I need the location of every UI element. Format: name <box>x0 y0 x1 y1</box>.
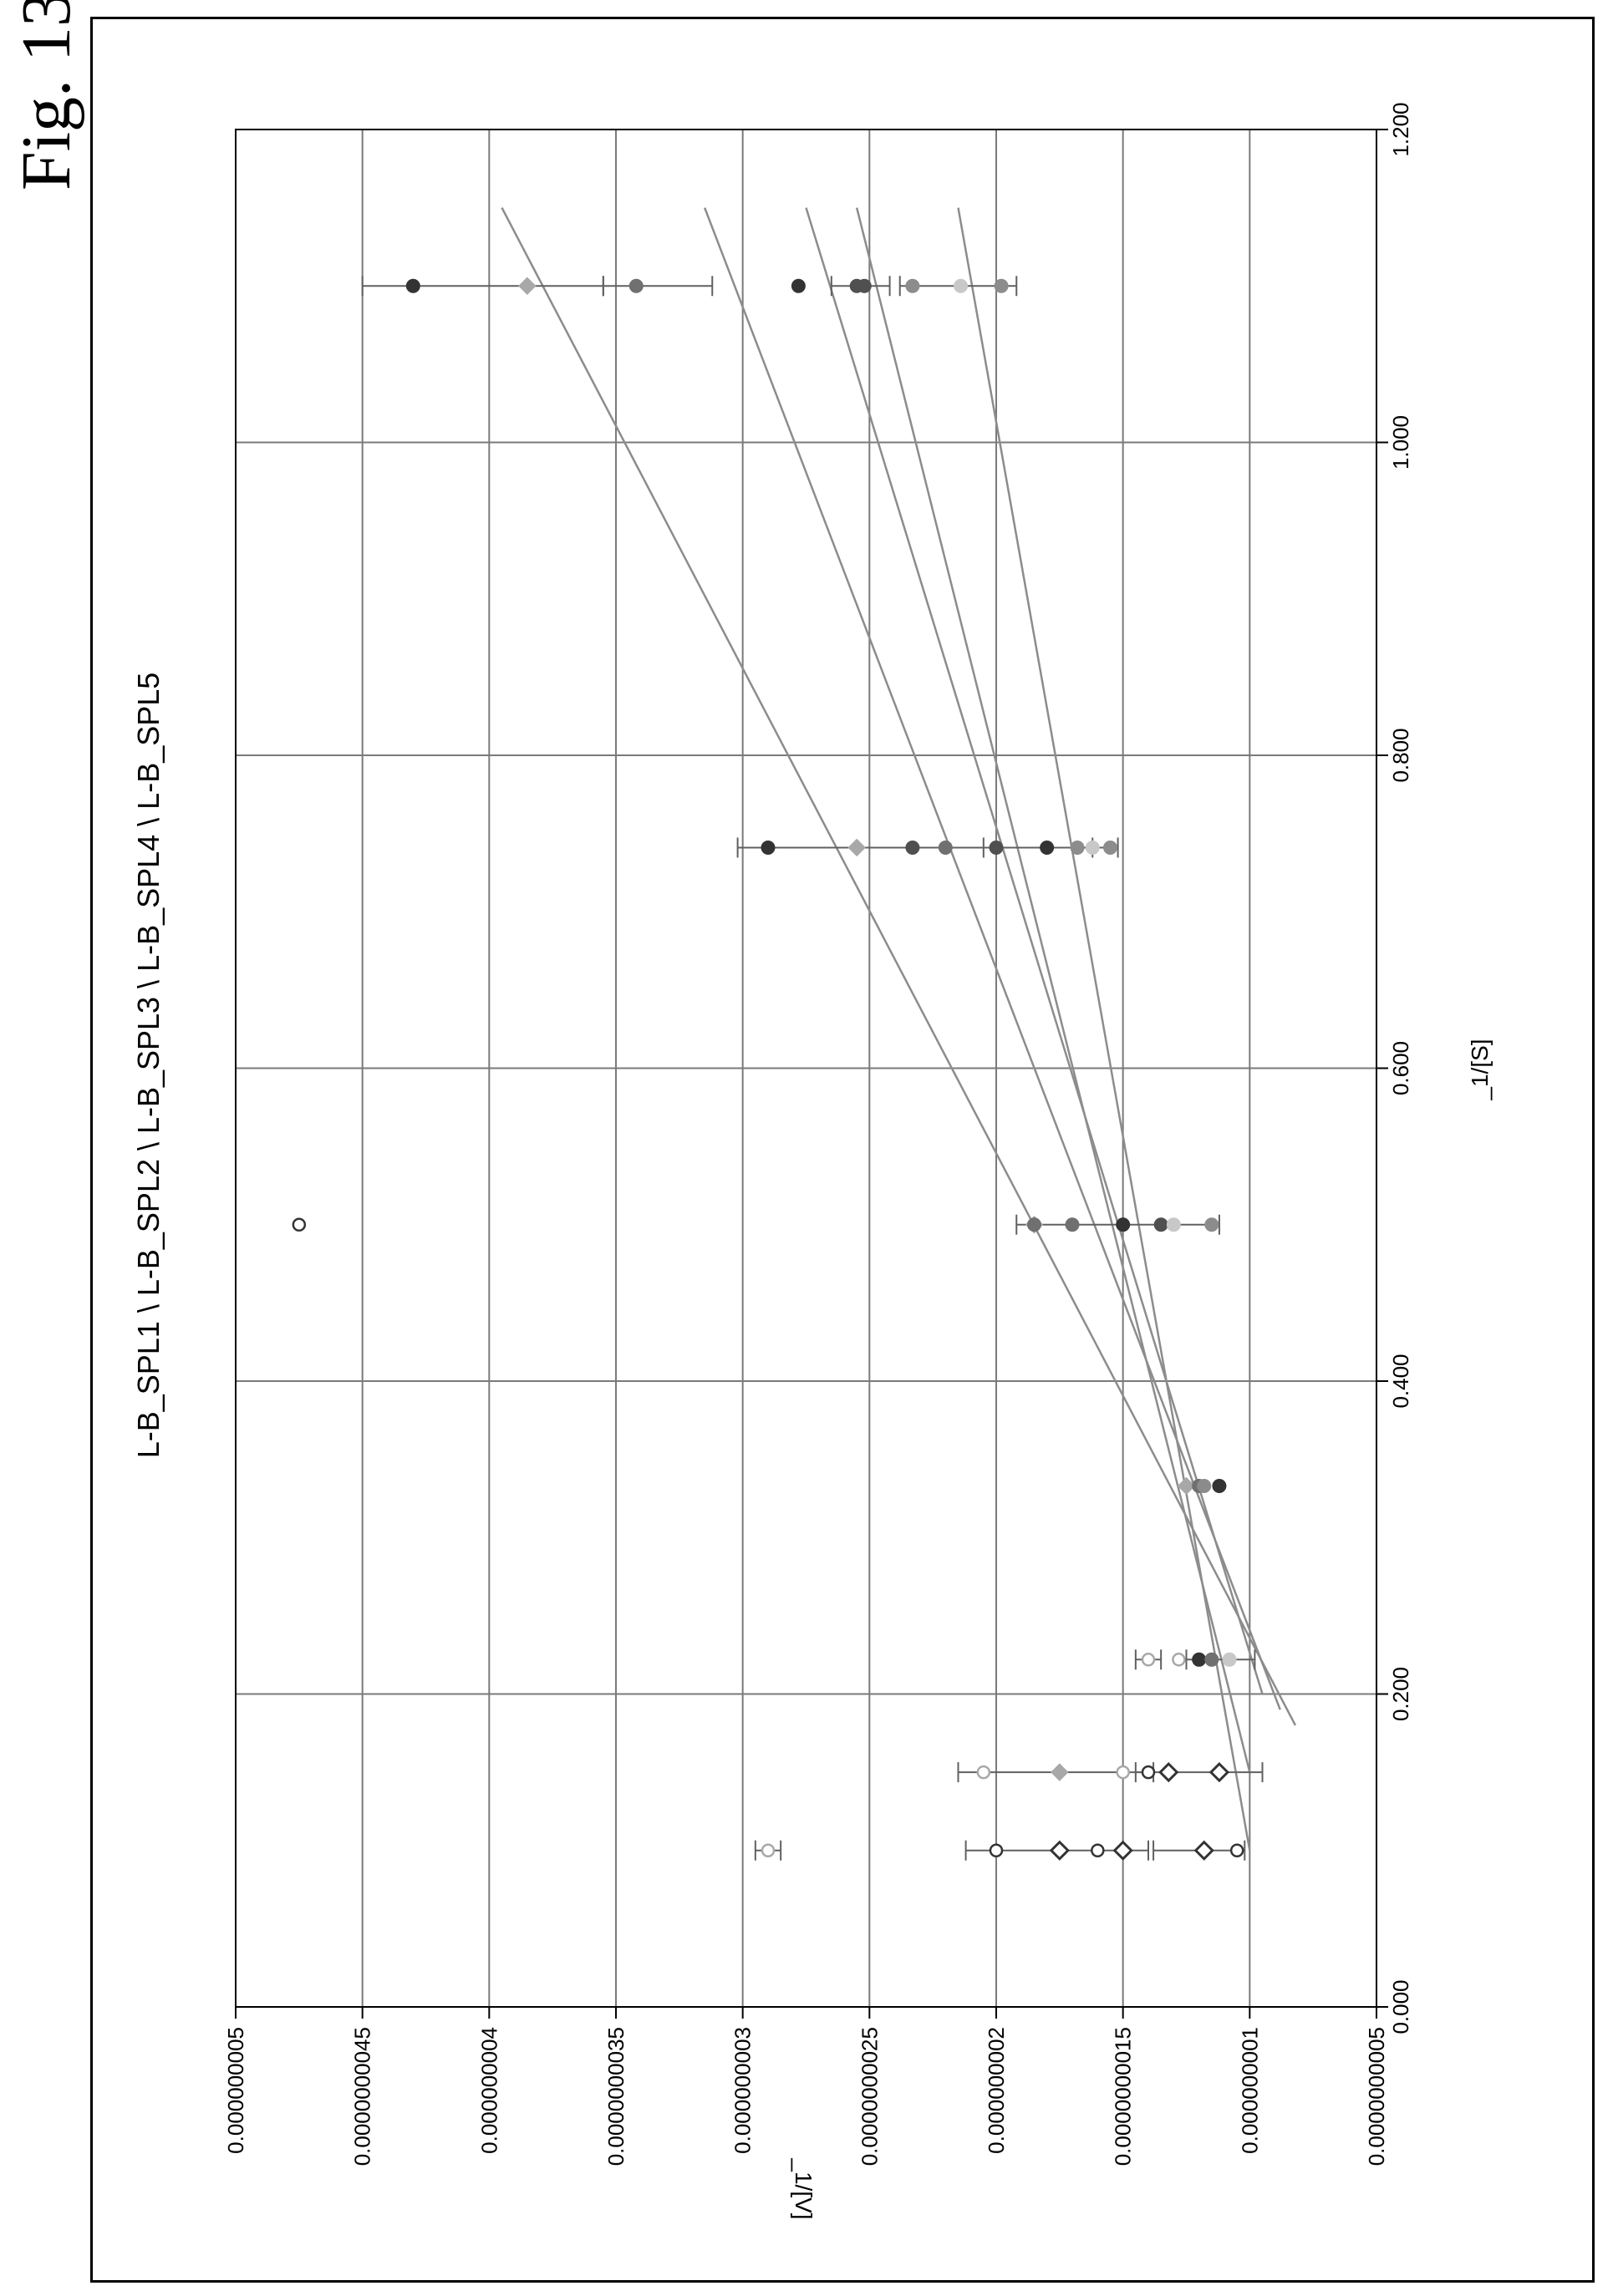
y-tick-label: 0.0000000045 <box>350 2027 375 2166</box>
data-point <box>938 840 953 855</box>
data-point <box>1103 840 1117 855</box>
chart-grid <box>235 129 1377 2008</box>
data-point <box>1197 1478 1212 1493</box>
data-point <box>761 840 776 855</box>
x-tick-label: 1.000 <box>1388 415 1413 470</box>
x-tick-label: 0.800 <box>1388 728 1413 782</box>
trendline <box>703 207 1281 1710</box>
trendline <box>501 207 1297 1726</box>
data-point <box>628 278 644 293</box>
figure-frame <box>90 17 1595 2283</box>
data-point <box>1177 1476 1196 1496</box>
data-point <box>989 1843 1004 1857</box>
data-point <box>905 278 920 293</box>
y-tick-label: 0.0000000025 <box>857 2027 882 2166</box>
y-tick-label: 0.000000001 <box>1237 2027 1262 2154</box>
x-tick-label: 1.200 <box>1388 102 1413 156</box>
data-point <box>1085 840 1100 855</box>
x-tick-label: 0.600 <box>1388 1041 1413 1095</box>
x-tick-label: 0.000 <box>1388 1979 1413 2034</box>
data-point <box>1049 1840 1070 1861</box>
data-point <box>1172 1653 1186 1667</box>
chart-axes <box>235 129 1388 2019</box>
data-point <box>1065 1217 1080 1232</box>
data-point <box>405 278 420 293</box>
trendline <box>855 207 1251 1773</box>
x-tick-label: 0.200 <box>1388 1667 1413 1721</box>
tick-labels: 0.000 0.200 0.400 0.600 0.800 1.000 1.200 0.000… <box>223 102 1413 2166</box>
data-point <box>1070 840 1085 855</box>
chart-title: L-B_SPL1 \ L-B_SPL2 \ L-B_SPL3 \ L-B_SPL… <box>131 673 165 1459</box>
data-point <box>1204 1652 1219 1667</box>
data-point <box>1208 1762 1230 1783</box>
y-tick-label: 0.000000004 <box>476 2027 501 2154</box>
y-tick-label: 0.000000002 <box>984 2027 1009 2154</box>
x-axis-title: _1/[S] <box>1467 1039 1493 1100</box>
y-tick-label: 0.000000003 <box>730 2027 756 2154</box>
data-point <box>1112 1840 1133 1861</box>
data-point <box>954 278 969 293</box>
trendline <box>805 207 1264 1694</box>
data-point <box>1027 1217 1041 1232</box>
data-point <box>292 1217 307 1232</box>
y-axis-title: _1/[V] <box>791 2157 817 2219</box>
data-point <box>1091 1843 1105 1857</box>
data-point <box>1116 1217 1131 1232</box>
data-point <box>1141 1653 1156 1667</box>
y-tick-label: 0.0000000035 <box>603 2027 628 2166</box>
data-point <box>994 278 1009 293</box>
trendline <box>957 207 1251 1851</box>
data-point <box>791 278 806 293</box>
data-point <box>1204 1217 1219 1232</box>
y-tick-label: 0.0000000005 <box>1364 2027 1389 2166</box>
x-tick-label: 0.400 <box>1388 1354 1413 1408</box>
data-point <box>1051 1763 1069 1781</box>
data-point <box>1040 840 1055 855</box>
data-point <box>1222 1652 1237 1667</box>
data-point <box>1141 1765 1156 1780</box>
data-point <box>518 277 537 295</box>
data-point <box>1116 1765 1130 1780</box>
data-point <box>1212 1478 1227 1493</box>
data-point <box>1166 1217 1181 1232</box>
y-tick-label: 0.000000005 <box>223 2027 248 2154</box>
data-point <box>905 840 920 855</box>
trendline-group <box>501 207 1297 1851</box>
data-point-group <box>292 277 1244 1861</box>
data-point <box>1229 1843 1244 1857</box>
data-point <box>1192 1652 1207 1667</box>
y-tick-label: 0.0000000015 <box>1111 2027 1136 2166</box>
data-point <box>1193 1840 1214 1861</box>
data-point <box>1153 1217 1168 1232</box>
data-point <box>761 1843 776 1857</box>
data-point <box>847 838 866 857</box>
data-point <box>976 1765 991 1780</box>
data-point <box>989 840 1004 855</box>
data-point <box>1158 1762 1179 1783</box>
data-point <box>857 278 872 293</box>
